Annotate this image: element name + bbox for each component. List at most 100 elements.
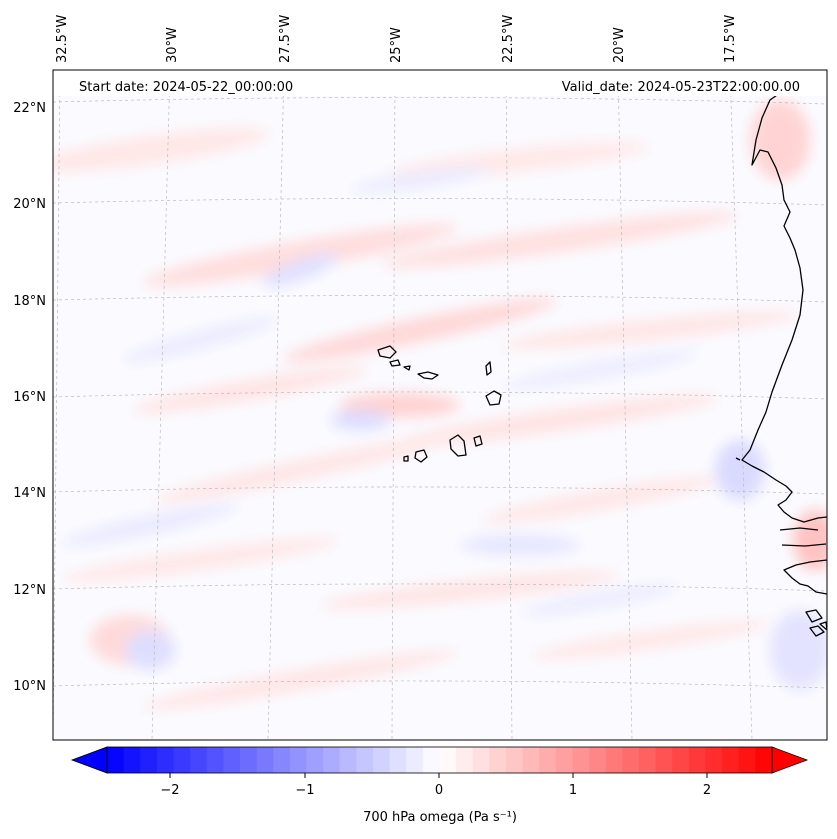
colorbar-segment — [289, 747, 308, 773]
colorbar-segment — [539, 747, 557, 773]
meridian-25w — [391, 70, 396, 740]
map-frame — [52, 69, 828, 741]
lat-label-14n: 14°N — [13, 486, 46, 501]
colorbar-segment — [356, 747, 374, 773]
start-date-label: Start date: 2024-05-22_00:00:00 — [79, 80, 293, 95]
meridian-32-5w — [53, 70, 61, 740]
lon-label-25w: 25°W — [389, 27, 404, 63]
meridian-17-5w — [729, 70, 753, 740]
africa-coastline — [741, 70, 827, 523]
map-panel: Start date: 2024-05-22_00:00:00 Valid_da… — [52, 69, 828, 741]
island-maio — [473, 435, 483, 447]
island-fogo — [414, 449, 428, 463]
lat-label-18n: 18°N — [13, 294, 46, 309]
island-brava — [403, 455, 409, 462]
lon-label-30w: 30°W — [165, 27, 180, 63]
colorbar-segment — [389, 747, 407, 773]
meridian-20w — [617, 70, 633, 740]
colorbar-ticks: −2 −1 0 1 2 — [160, 773, 711, 798]
colorbar-label: 700 hPa omega (Pa s⁻¹) — [363, 810, 517, 825]
colorbar-segment — [223, 747, 241, 773]
parallel-20n — [53, 198, 827, 206]
valid-date-label: Valid_date: 2024-05-23T22:00:00.00 — [562, 80, 800, 95]
lat-label-20n: 20°N — [13, 197, 46, 212]
latitude-labels: 22°N 20°N 18°N 16°N 14°N 12°N 10°N — [13, 101, 46, 694]
lon-label-22-5w: 22.5°W — [501, 15, 516, 63]
date-banner — [53, 70, 827, 96]
omega-field — [53, 100, 827, 710]
colorbar-segment — [755, 747, 773, 773]
colorbar-segment — [672, 747, 690, 773]
island-sao-vicente — [389, 359, 401, 367]
parallel-22n — [53, 97, 827, 105]
colorbar-segments — [107, 747, 773, 773]
colorbar-segment — [206, 747, 224, 773]
meridian-27-5w — [267, 70, 285, 740]
colorbar-segment — [738, 747, 756, 773]
colorbar-tick-label: −2 — [160, 783, 179, 798]
colorbar-segment — [688, 747, 707, 773]
colorbar-segment — [639, 747, 657, 773]
colorbar-segment — [622, 747, 640, 773]
colorbar-segment — [339, 747, 357, 773]
colorbar-segment — [506, 747, 524, 773]
senegal-cap-vert — [735, 457, 741, 461]
colorbar-segment — [472, 747, 490, 773]
longitude-labels: 32.5°W 30°W 27.5°W 25°W 22.5°W 20°W 17.5… — [55, 15, 738, 63]
meridian-22-5w — [505, 70, 513, 740]
colorbar: −2 −1 0 1 2 700 hPa omega (Pa s⁻¹) — [70, 746, 809, 825]
lon-label-20w: 20°W — [612, 27, 627, 63]
colorbar-tick-label: 1 — [569, 783, 577, 798]
colorbar-segment — [256, 747, 274, 773]
colorbar-segment — [439, 747, 457, 773]
colorbar-segment — [323, 747, 341, 773]
colorbar-segment — [489, 747, 507, 773]
colorbar-segment — [240, 747, 258, 773]
colorbar-segment — [605, 747, 623, 773]
colorbar-segment — [306, 747, 324, 773]
colorbar-segment — [140, 747, 158, 773]
lat-label-16n: 16°N — [13, 390, 46, 405]
colorbar-segment — [406, 747, 424, 773]
graticule — [53, 70, 827, 740]
colorbar-segment — [589, 747, 607, 773]
lat-label-12n: 12°N — [13, 583, 46, 598]
colorbar-tick-label: 2 — [703, 783, 711, 798]
coastlines — [377, 70, 827, 637]
island-boa-vista — [485, 390, 502, 406]
island-santiago — [449, 434, 467, 457]
island-sal — [485, 361, 492, 376]
colorbar-segment — [373, 747, 391, 773]
colorbar-segment — [555, 747, 574, 773]
colorbar-segment — [456, 747, 474, 773]
colorbar-segment — [522, 747, 540, 773]
colorbar-segment — [422, 747, 441, 773]
colorbar-segment — [123, 747, 141, 773]
colorbar-segment — [190, 747, 208, 773]
lon-label-32-5w: 32.5°W — [55, 15, 70, 63]
parallel-10n — [53, 680, 827, 689]
colorbar-segment — [722, 747, 740, 773]
colorbar-segment — [655, 747, 673, 773]
lon-label-17-5w: 17.5°W — [723, 15, 738, 63]
colorbar-segment — [107, 747, 125, 773]
lon-label-27-5w: 27.5°W — [278, 15, 293, 63]
gambia-estuary — [779, 527, 827, 547]
island-santa-luzia — [403, 365, 411, 371]
island-santo-antao — [377, 345, 397, 359]
colorbar-tick-label: 0 — [435, 783, 443, 798]
lat-label-10n: 10°N — [13, 679, 46, 694]
parallel-18n — [53, 295, 827, 303]
africa-coastline-south — [783, 559, 827, 595]
lat-label-22n: 22°N — [13, 101, 46, 116]
parallel-14n — [53, 486, 827, 495]
colorbar-segment — [156, 747, 175, 773]
meridian-30w — [151, 70, 171, 740]
colorbar-low-extend — [70, 746, 108, 774]
colorbar-tick-label: −1 — [295, 783, 314, 798]
colorbar-segment — [273, 747, 291, 773]
colorbar-high-extend — [771, 746, 809, 774]
parallel-16n — [53, 391, 827, 400]
colorbar-segment — [173, 747, 191, 773]
